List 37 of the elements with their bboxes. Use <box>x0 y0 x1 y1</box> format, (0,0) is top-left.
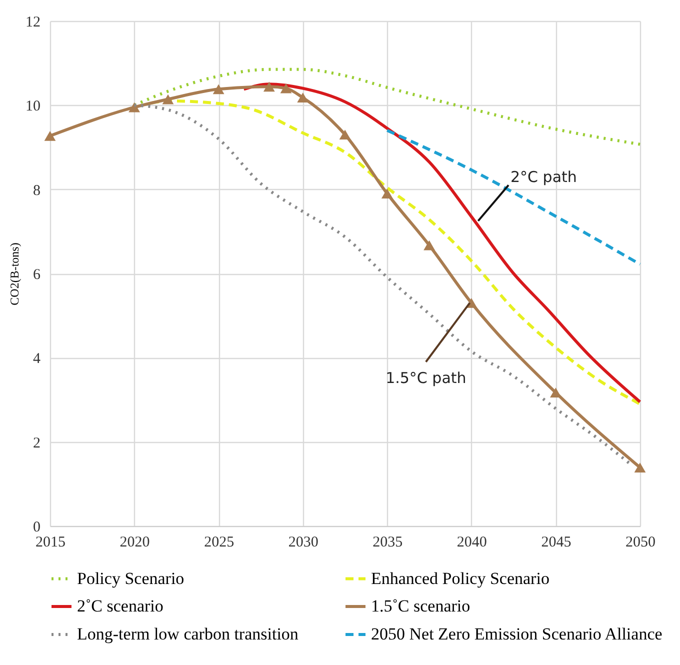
y-axis-title: CO2(B-tons) <box>8 242 22 306</box>
legend-label: Long-term low carbon transition <box>77 624 299 644</box>
x-tick-label: 2040 <box>456 534 487 550</box>
legend-label: 1.5˚C scenario <box>371 596 470 616</box>
point <box>162 94 174 104</box>
line-series <box>242 82 642 404</box>
x-tick-label: 2045 <box>541 534 572 550</box>
x-tick-label: 2015 <box>36 534 66 550</box>
x-tick-label: 2035 <box>372 534 403 550</box>
point <box>634 462 646 472</box>
point <box>381 188 393 198</box>
y-tick-label: 0 <box>33 520 40 536</box>
point <box>424 240 435 250</box>
x-tick-label: 2050 <box>626 534 656 550</box>
annotation: 2°C path <box>510 168 577 186</box>
x-tick-label: 2025 <box>204 534 234 550</box>
legend-label: 2050 Net Zero Emission Scenario Alliance <box>371 624 662 644</box>
legend-label: Policy Scenario <box>77 568 184 588</box>
y-tick-label: 4 <box>33 351 41 368</box>
point <box>280 83 292 94</box>
annotation: 1.5°C path <box>386 368 466 387</box>
point <box>297 92 309 103</box>
legend-label: Enhanced Policy Scenario <box>371 568 550 588</box>
y-tick-label: 2 <box>33 435 40 452</box>
point <box>212 84 224 94</box>
point <box>550 388 562 398</box>
x-tick-label: 2030 <box>288 534 318 550</box>
point <box>44 130 56 141</box>
point <box>263 82 275 92</box>
y-tick-label: 12 <box>26 14 40 30</box>
y-tick-label: 10 <box>26 98 40 115</box>
line-series <box>386 128 642 266</box>
y-tick-label: 8 <box>33 182 40 199</box>
x-tick-label: 2020 <box>120 534 150 550</box>
legend-label: 2˚C scenario <box>77 596 164 616</box>
point <box>339 130 351 140</box>
y-tick-label: 6 <box>33 267 41 283</box>
